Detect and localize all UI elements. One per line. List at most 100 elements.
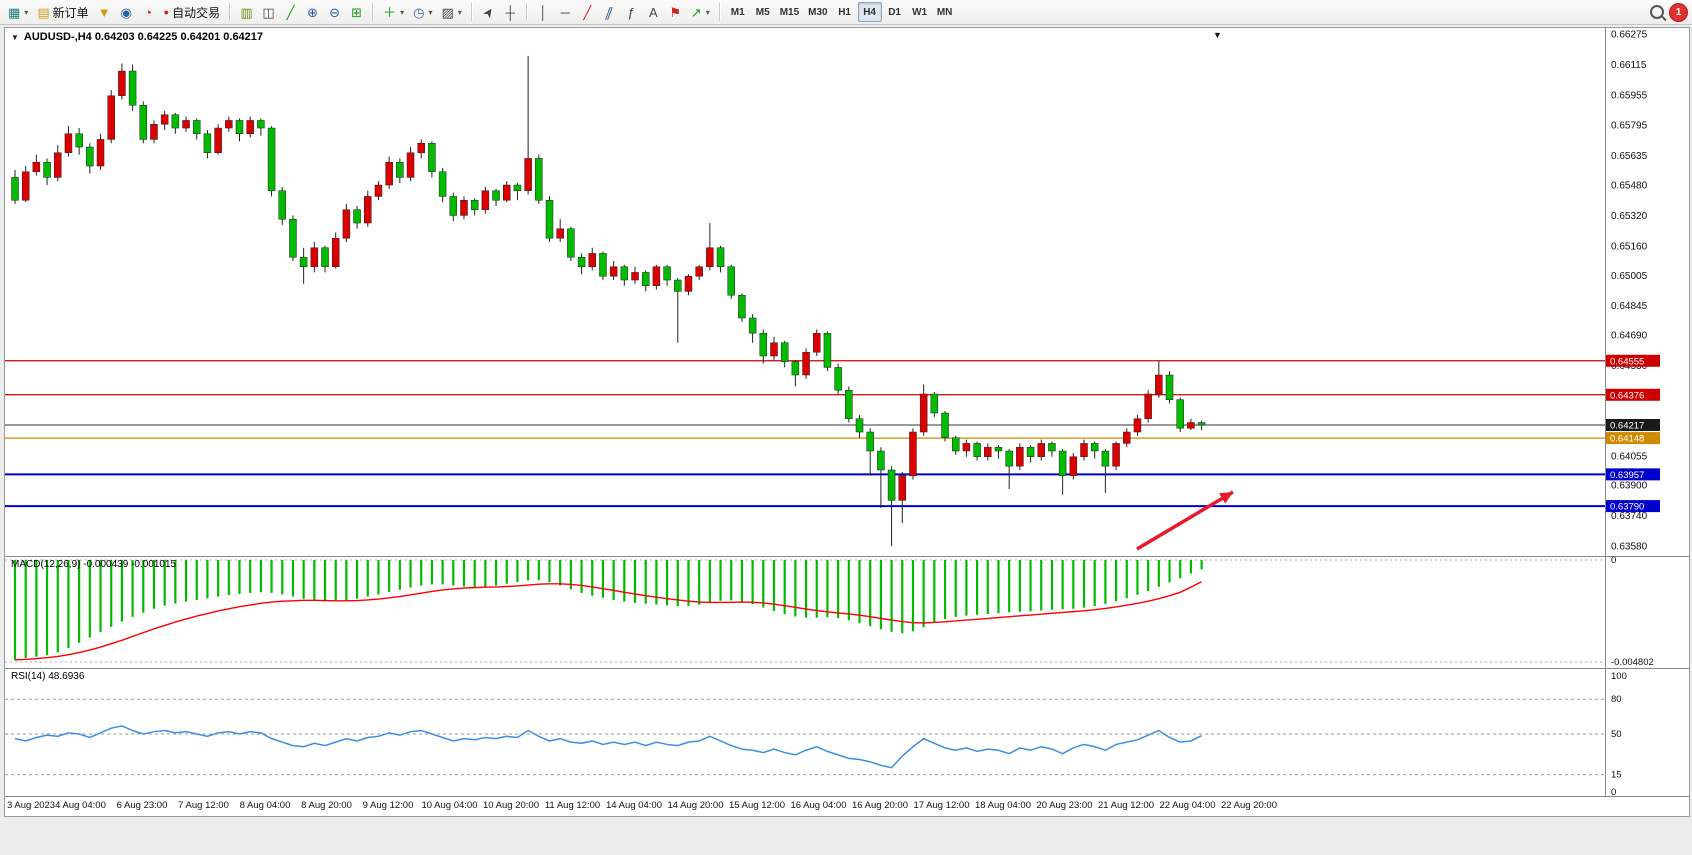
svg-text:0.65795: 0.65795 bbox=[1611, 121, 1648, 132]
svg-text:4 Aug 04:00: 4 Aug 04:00 bbox=[55, 800, 106, 811]
svg-text:0.63900: 0.63900 bbox=[1611, 481, 1648, 492]
timeframe-d1[interactable]: D1 bbox=[883, 2, 907, 22]
new-order-button[interactable]: ▤ 新订单 bbox=[33, 2, 92, 22]
tile-windows-icon: ⊞ bbox=[351, 4, 363, 20]
svg-text:14 Aug 04:00: 14 Aug 04:00 bbox=[606, 800, 662, 811]
svg-text:22 Aug 04:00: 22 Aug 04:00 bbox=[1160, 800, 1216, 811]
svg-text:0.63580: 0.63580 bbox=[1611, 542, 1648, 553]
chevron-down-icon: ▾ bbox=[400, 7, 405, 17]
svg-text:15 Aug 12:00: 15 Aug 12:00 bbox=[729, 800, 785, 811]
flag-icon: ⚑ bbox=[669, 4, 682, 20]
svg-text:9 Aug 12:00: 9 Aug 12:00 bbox=[363, 800, 414, 811]
svg-text:0.63957: 0.63957 bbox=[1610, 470, 1644, 481]
bar-chart-button[interactable]: ▥ bbox=[236, 2, 257, 22]
zoom-out-icon: ⊖ bbox=[329, 4, 341, 20]
svg-text:0.66275: 0.66275 bbox=[1611, 30, 1648, 41]
timeframe-m1[interactable]: M1 bbox=[726, 2, 750, 22]
svg-text:0.65480: 0.65480 bbox=[1611, 181, 1648, 192]
vertical-line-button[interactable]: │ bbox=[533, 2, 554, 22]
chevron-down-icon: ▾ bbox=[457, 7, 462, 17]
svg-text:8 Aug 20:00: 8 Aug 20:00 bbox=[301, 800, 352, 811]
svg-text:17 Aug 12:00: 17 Aug 12:00 bbox=[914, 800, 970, 811]
notification-badge[interactable]: 1 bbox=[1669, 2, 1688, 22]
svg-text:0.65320: 0.65320 bbox=[1611, 211, 1648, 222]
arrows-tool-button[interactable]: ↗ ▾ bbox=[687, 2, 714, 22]
svg-text:3 Aug 2023: 3 Aug 2023 bbox=[7, 800, 55, 811]
candles bbox=[11, 55, 1206, 546]
profiles-button[interactable]: ▼ bbox=[94, 2, 115, 22]
timeframe-m30[interactable]: M30 bbox=[804, 2, 831, 22]
svg-text:0.64376: 0.64376 bbox=[1610, 390, 1644, 401]
autotrade-button[interactable]: ● 自动交易 bbox=[160, 2, 224, 22]
template-icon: ▨ bbox=[441, 4, 454, 20]
search-button[interactable] bbox=[1646, 2, 1668, 22]
timeframe-h1[interactable]: H1 bbox=[833, 2, 857, 22]
svg-text:0.64217: 0.64217 bbox=[1610, 420, 1644, 431]
svg-text:50: 50 bbox=[1611, 729, 1622, 740]
svg-text:0.65635: 0.65635 bbox=[1611, 151, 1648, 162]
indicators-button[interactable]: ＋ ▾ bbox=[379, 2, 408, 22]
horizontal-line-button[interactable]: ─ bbox=[555, 2, 576, 22]
svg-text:0.63790: 0.63790 bbox=[1610, 502, 1644, 513]
chart-svg[interactable]: 0.66275 0.66115 0.65955 0.65795 0.65635 0.654… bbox=[5, 28, 1689, 816]
timeframe-mn[interactable]: MN bbox=[933, 2, 957, 22]
trendline-icon: ╱ bbox=[583, 4, 592, 20]
toolbar-separator bbox=[470, 3, 473, 21]
timeframe-w1[interactable]: W1 bbox=[908, 2, 932, 22]
text-tool-button[interactable]: A bbox=[643, 2, 664, 22]
svg-text:11 Aug 12:00: 11 Aug 12:00 bbox=[545, 800, 600, 811]
svg-text:80: 80 bbox=[1611, 694, 1622, 705]
svg-text:0: 0 bbox=[1611, 555, 1616, 566]
annotation-arrow[interactable] bbox=[1136, 490, 1234, 551]
svg-text:15: 15 bbox=[1611, 770, 1622, 781]
svg-text:0.64055: 0.64055 bbox=[1611, 451, 1648, 462]
chart-window[interactable]: 0.66275 0.66115 0.65955 0.65795 0.65635 0.654… bbox=[4, 27, 1690, 817]
templates-button[interactable]: ▨ ▾ bbox=[437, 2, 465, 22]
cursor-button[interactable]: ➤ bbox=[478, 2, 499, 22]
trendline-button[interactable]: ╱ bbox=[577, 2, 598, 22]
chevron-down-icon: ▾ bbox=[428, 7, 433, 17]
zoom-in-button[interactable]: ⊕ bbox=[302, 2, 323, 22]
tile-windows-button[interactable]: ⊞ bbox=[346, 2, 367, 22]
timeframe-h4[interactable]: H4 bbox=[857, 2, 882, 22]
toolbar-separator bbox=[229, 3, 232, 21]
svg-text:22 Aug 20:00: 22 Aug 20:00 bbox=[1221, 800, 1277, 811]
channel-button[interactable]: ∥ bbox=[599, 2, 620, 22]
candle-chart-button[interactable]: ◫ bbox=[258, 2, 279, 22]
refresh-button[interactable]: ◉ bbox=[116, 2, 137, 22]
label-tool-button[interactable]: ⚑ bbox=[665, 2, 686, 22]
history-button[interactable]: ◔ bbox=[138, 2, 159, 22]
rsi-panel bbox=[5, 698, 1605, 776]
fibonacci-button[interactable]: ƒ bbox=[621, 2, 642, 22]
timeframe-m5[interactable]: M5 bbox=[751, 2, 775, 22]
chart-shift-marker-icon[interactable]: ▼ bbox=[1213, 30, 1222, 40]
clock-icon: ◷ bbox=[413, 4, 425, 20]
zoom-out-button[interactable]: ⊖ bbox=[324, 2, 345, 22]
svg-text:10 Aug 20:00: 10 Aug 20:00 bbox=[483, 800, 539, 811]
autotrade-label: 自动交易 bbox=[172, 5, 221, 20]
svg-text:0.65955: 0.65955 bbox=[1611, 90, 1648, 101]
new-chart-button[interactable]: ▦ ▾ bbox=[4, 2, 32, 22]
history-icon: ◔ bbox=[144, 4, 153, 20]
svg-text:8 Aug 04:00: 8 Aug 04:00 bbox=[240, 800, 291, 811]
add-indicator-icon: ＋ bbox=[383, 4, 397, 20]
chevron-down-icon: ▾ bbox=[705, 7, 710, 17]
periods-button[interactable]: ◷ ▾ bbox=[409, 2, 436, 22]
timeframe-group: M1 M5 M15 M30 H1 H4 D1 W1 MN bbox=[726, 2, 957, 22]
horizontal-line-icon: ─ bbox=[560, 4, 570, 20]
svg-text:0.64555: 0.64555 bbox=[1610, 356, 1644, 367]
crosshair-button[interactable]: ┼ bbox=[500, 2, 521, 22]
timeframe-m15[interactable]: M15 bbox=[776, 2, 803, 22]
toolbar-separator bbox=[718, 3, 721, 21]
fibonacci-icon: ƒ bbox=[627, 4, 635, 20]
svg-text:18 Aug 04:00: 18 Aug 04:00 bbox=[975, 800, 1031, 811]
svg-text:0: 0 bbox=[1611, 787, 1616, 798]
search-icon bbox=[1650, 5, 1664, 19]
macd-signal-line bbox=[14, 581, 1202, 661]
line-chart-button[interactable]: ╱ bbox=[280, 2, 301, 22]
profiles-icon: ▼ bbox=[97, 4, 111, 20]
svg-text:20 Aug 23:00: 20 Aug 23:00 bbox=[1037, 800, 1093, 811]
text-tool-icon: A bbox=[648, 4, 658, 20]
price-axis-labels: 0.66275 0.66115 0.65955 0.65795 0.65635 0.654… bbox=[1611, 30, 1648, 553]
line-chart-icon: ╱ bbox=[286, 4, 295, 20]
